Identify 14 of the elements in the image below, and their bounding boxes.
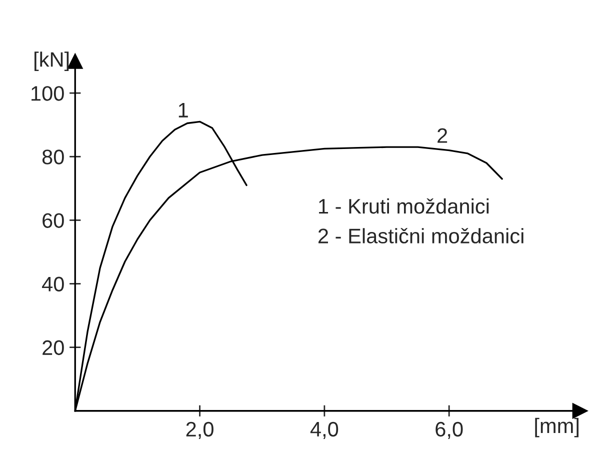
x-tick-label: 2,0	[186, 422, 214, 440]
y-tick-label: 60	[42, 213, 64, 228]
y-tick-label: 40	[42, 276, 64, 292]
y-axis-title: [kN]	[34, 52, 69, 71]
x-tick-label: 6,0	[436, 422, 463, 440]
series-label: 1	[178, 103, 188, 118]
y-tick-label: 80	[42, 150, 64, 164]
annotation: 1 - Kruti moždanici	[319, 198, 489, 214]
y-tick-label: 20	[42, 340, 64, 356]
x-tick-label: 4,0	[310, 422, 338, 440]
x-axis-title: [mm]	[535, 418, 578, 438]
annotation: 2 - Elastični moždanici	[318, 228, 524, 244]
series-label: 2	[438, 128, 448, 143]
y-tick-label: 100	[32, 86, 64, 101]
